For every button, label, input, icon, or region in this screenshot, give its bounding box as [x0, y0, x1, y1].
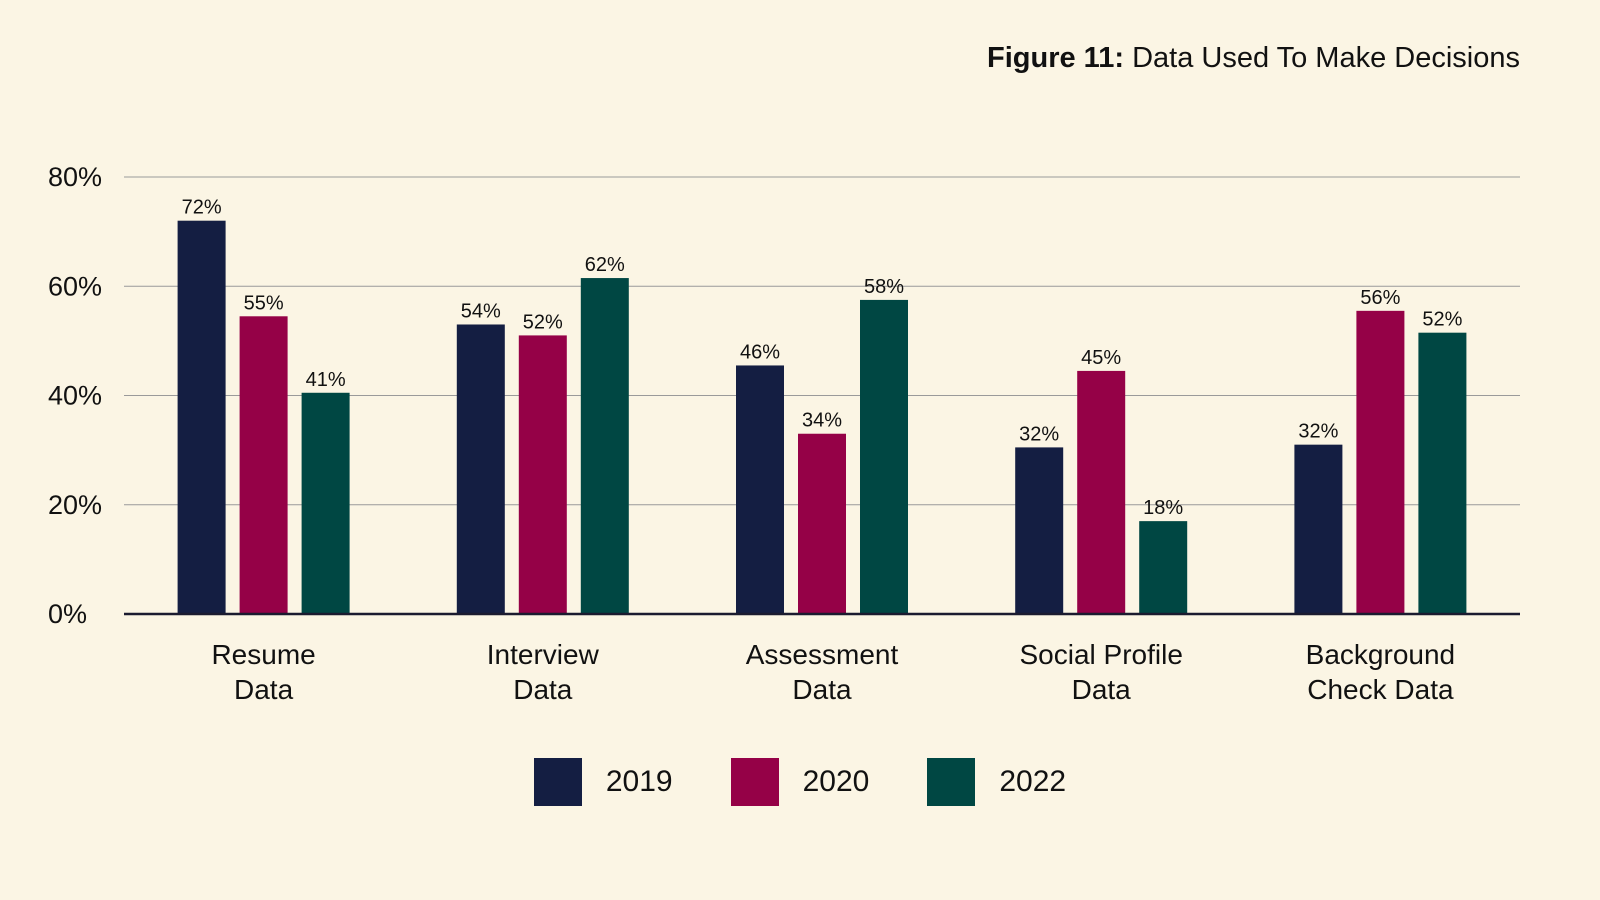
- data-label-2020-2: 34%: [802, 410, 842, 432]
- bar-2020-2: [798, 433, 846, 614]
- data-label-2019-0: 72%: [182, 197, 222, 219]
- bar-2020-3: [1077, 370, 1126, 614]
- bar-2019-4: [1294, 444, 1343, 614]
- data-label-2020-3: 45%: [1081, 347, 1121, 369]
- legend-label-2020: 2020: [802, 765, 870, 798]
- data-label-2022-0: 41%: [306, 369, 346, 391]
- y-tick-label-80: 80%: [48, 162, 102, 192]
- bar-2019-0: [177, 220, 226, 614]
- legend-swatch-2020: [730, 758, 779, 806]
- data-label-2022-4: 52%: [1422, 309, 1462, 331]
- y-tick-label-0: 0%: [48, 599, 87, 629]
- legend-item-2020: 2020: [730, 758, 870, 806]
- data-label-2020-0: 55%: [244, 292, 284, 314]
- category-label-0-0: Resume: [211, 639, 315, 670]
- bar-2019-1: [456, 324, 505, 614]
- bar-2019-2: [736, 365, 784, 614]
- y-tick-label-60: 60%: [48, 271, 102, 301]
- bar-2022-1: [580, 278, 629, 614]
- bar-2020-4: [1356, 310, 1405, 614]
- data-label-2022-2: 58%: [864, 276, 904, 298]
- data-label-2020-4: 56%: [1360, 287, 1400, 309]
- legend-item-2019: 2019: [533, 758, 673, 806]
- category-label-2-0: Assessment: [746, 639, 899, 670]
- y-tick-label-40: 40%: [48, 381, 102, 411]
- bar-2020-1: [518, 335, 567, 614]
- category-label-0-1: Data: [234, 674, 294, 705]
- bar-2022-3: [1139, 521, 1188, 614]
- legend-swatch-2022: [927, 758, 976, 806]
- legend-swatch-2019: [533, 758, 582, 806]
- bar-2020-0: [239, 316, 288, 614]
- data-label-2022-1: 62%: [585, 254, 625, 276]
- bar-2022-4: [1418, 332, 1467, 614]
- bar-2022-2: [860, 299, 908, 614]
- category-label-4-1: Check Data: [1307, 674, 1454, 705]
- category-label-1-1: Data: [513, 674, 573, 705]
- data-label-2019-3: 32%: [1019, 423, 1059, 445]
- data-label-2020-1: 52%: [523, 311, 563, 333]
- category-label-4-0: Background: [1306, 639, 1455, 670]
- category-label-3-1: Data: [1072, 674, 1132, 705]
- category-label-3-0: Social Profile: [1019, 639, 1182, 670]
- category-label-1-0: Interview: [487, 639, 600, 670]
- bar-2022-0: [301, 392, 350, 614]
- legend: 2019 2020 2022: [0, 758, 1600, 806]
- data-label-2019-4: 32%: [1298, 421, 1338, 443]
- data-label-2019-1: 54%: [461, 300, 501, 322]
- data-label-2019-2: 46%: [740, 341, 780, 363]
- data-label-2022-3: 18%: [1143, 497, 1183, 519]
- figure-title: Data Used To Make Decisions: [1132, 42, 1520, 74]
- legend-label-2022: 2022: [999, 765, 1067, 798]
- bar-2019-3: [1015, 447, 1064, 614]
- chart-title: Figure 11: Data Used To Make Decisions: [987, 42, 1520, 75]
- y-tick-label-20: 20%: [48, 490, 102, 520]
- legend-label-2019: 2019: [605, 765, 673, 798]
- legend-item-2022: 2022: [927, 758, 1066, 806]
- category-label-2-1: Data: [792, 674, 852, 705]
- figure-number: Figure 11:: [987, 42, 1125, 74]
